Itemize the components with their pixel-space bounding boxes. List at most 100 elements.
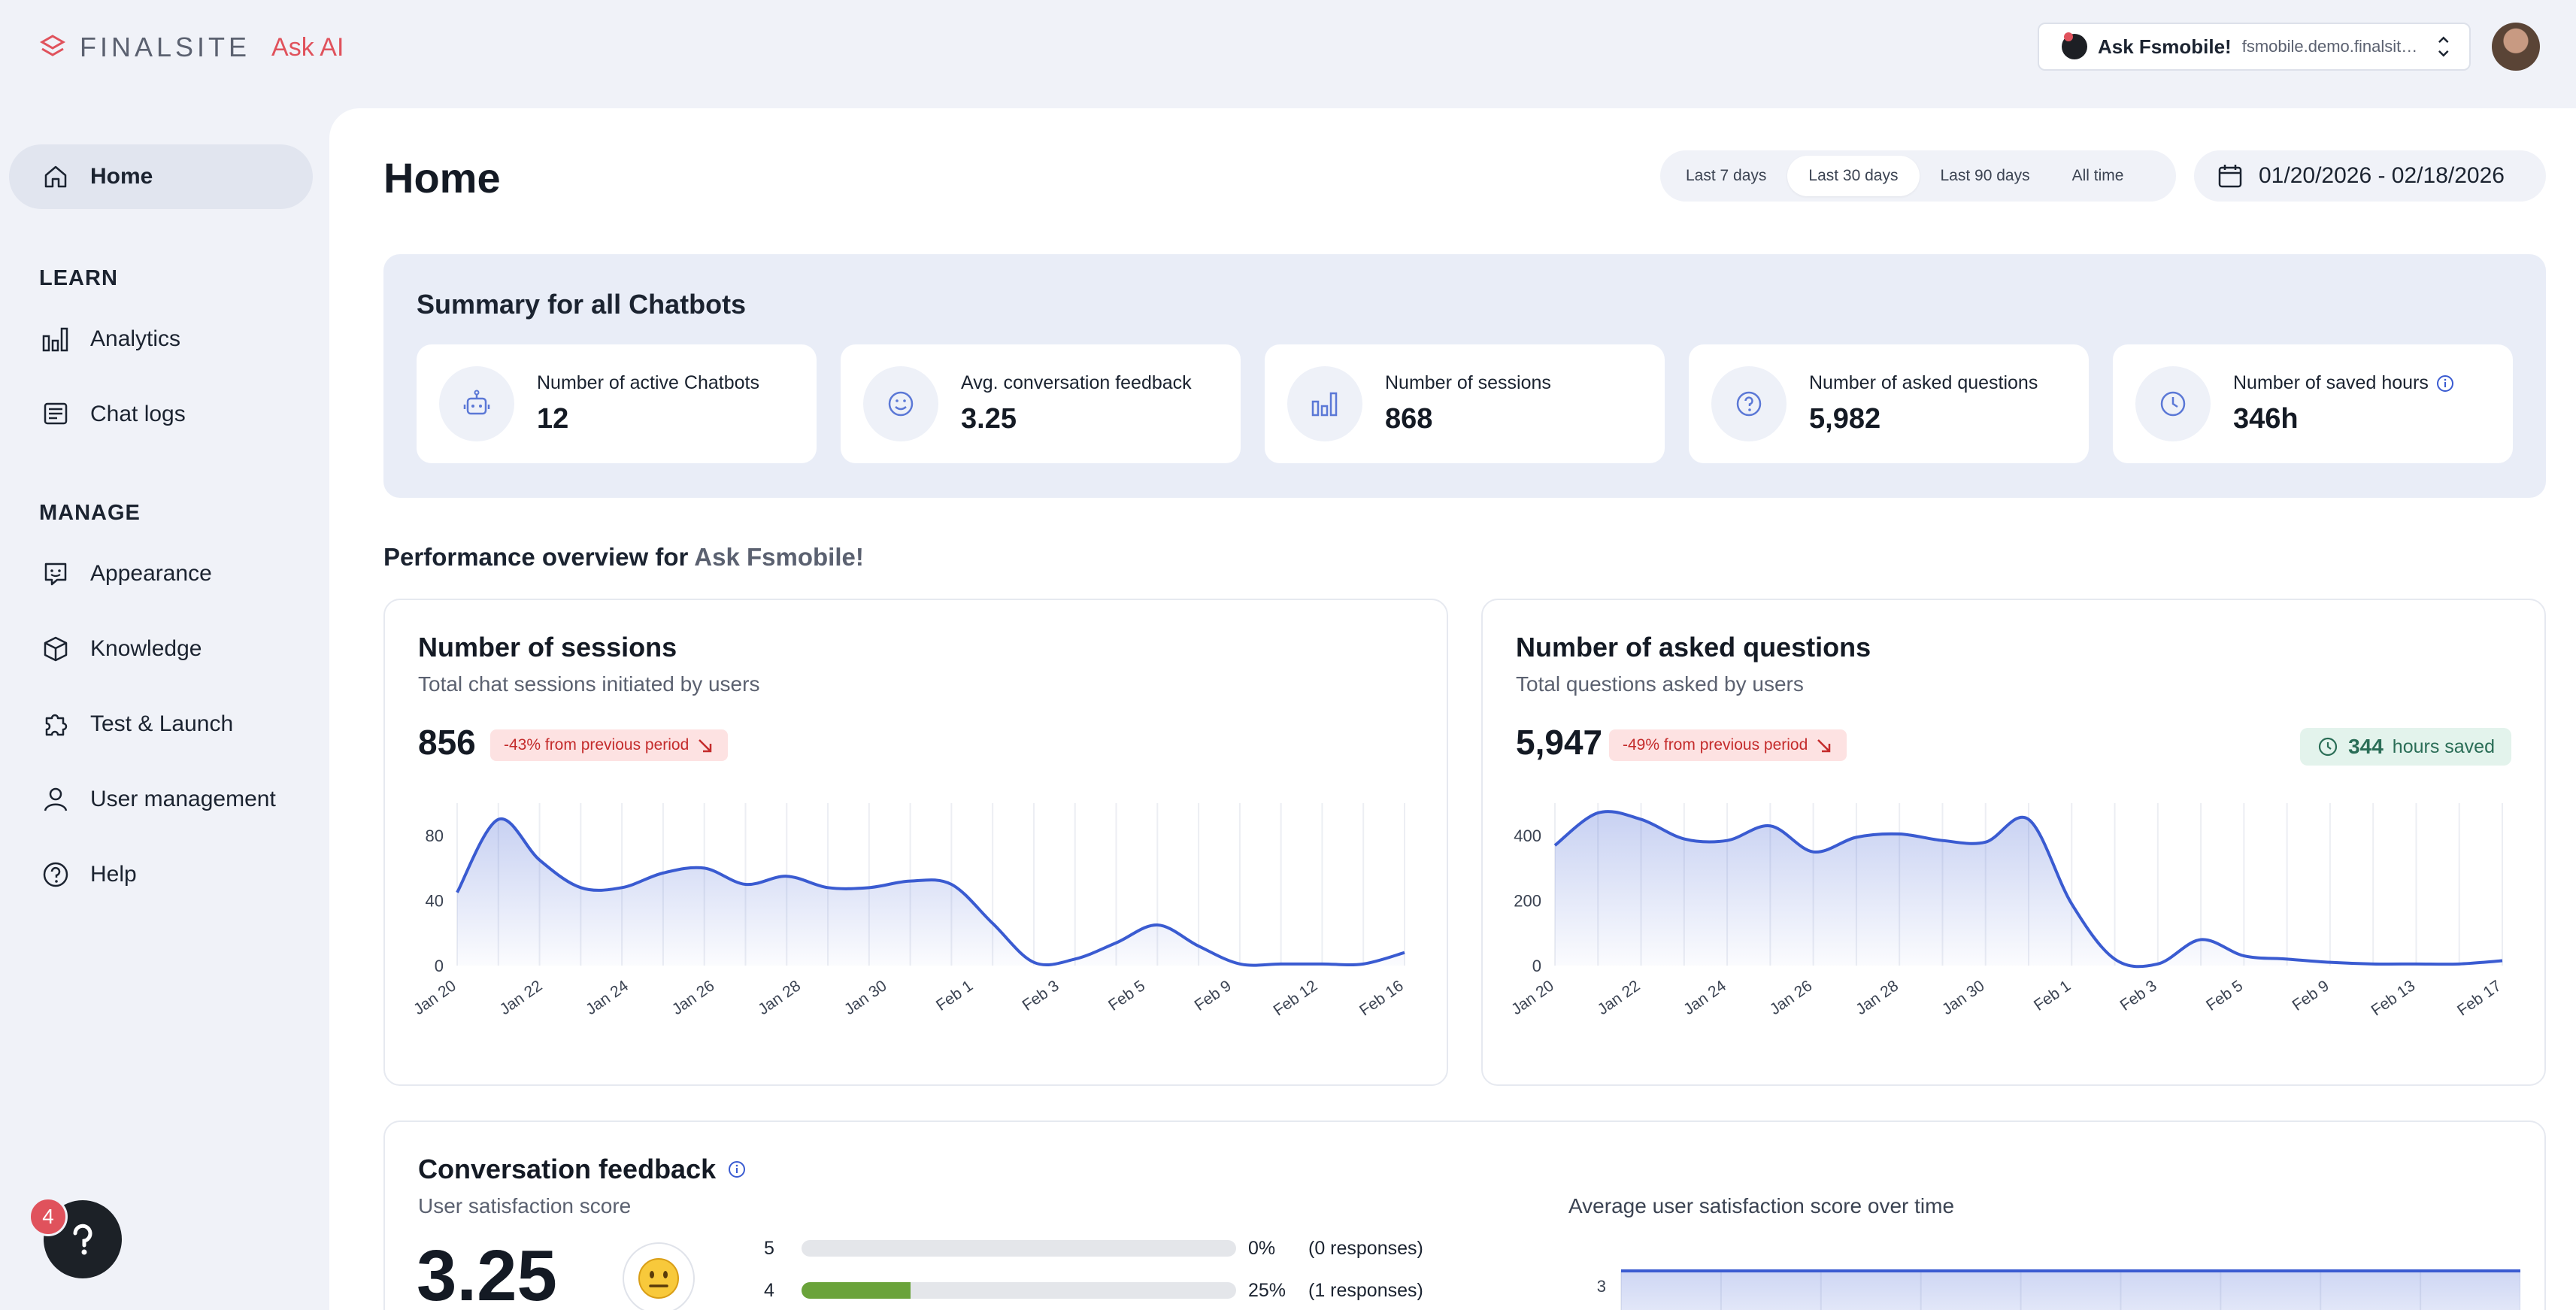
stat-label-text: Number of saved hours [2233, 372, 2429, 393]
appearance-icon [44, 563, 67, 586]
chatbot-name: Ask Fsmobile! [2098, 35, 2232, 58]
x-tick-label: Jan 28 [755, 977, 804, 1018]
questions-total: 5,947 [1516, 723, 1603, 762]
rating-label: 5 [764, 1237, 774, 1259]
chatbot-switcher[interactable]: Ask Fsmobile! fsmobile.demo.finalsite...… [2038, 23, 2471, 71]
x-tick-label: Jan 30 [841, 977, 890, 1018]
sidebar-item-user-management[interactable]: User management [9, 767, 313, 832]
series-area [1555, 811, 2502, 967]
tab-last-7-days[interactable]: Last 7 days [1686, 167, 1767, 184]
rating-row-4: 4 25% (1 responses) [764, 1275, 1423, 1305]
date-range-tabs: Last 7 days Last 30 days Last 90 days Al… [1660, 150, 2176, 202]
x-tick-label: Feb 3 [2117, 977, 2160, 1014]
satisfaction-over-time-title: Average user satisfaction score over tim… [1568, 1194, 1955, 1218]
user-avatar[interactable] [2492, 23, 2540, 71]
stat-card-active-chatbots: Number of active Chatbots 12 [417, 344, 817, 463]
conversation-feedback-card: Conversation feedback User satisfaction … [383, 1120, 2546, 1310]
puzzle-icon [45, 714, 68, 736]
sidebar-item-chat-logs[interactable]: Chat logs [9, 382, 313, 447]
y-tick-label: 40 [426, 892, 444, 911]
help-icon [43, 862, 68, 887]
satisfaction-score: 3.25 [417, 1236, 557, 1310]
y-tick-label: 80 [426, 826, 444, 845]
rating-responses: (0 responses) [1308, 1237, 1423, 1259]
sidebar-item-test-launch[interactable]: Test & Launch [9, 692, 313, 757]
x-tick-label: Feb 1 [933, 977, 976, 1014]
x-tick-label: Jan 26 [669, 977, 718, 1018]
hours-saved-value: 344 [2348, 735, 2384, 758]
questions-area-chart: 0 200 400 Jan 20 Jan 22 Jan 24 Jan 26 Jan 28 Jan… [1508, 803, 2505, 1020]
sidebar-item-appearance[interactable]: Appearance [9, 541, 313, 606]
clock-icon-wrap [2135, 366, 2211, 441]
y-tick-label: 0 [435, 957, 444, 975]
performance-title-prefix: Performance overview for [383, 543, 689, 571]
top-bar: FINALSITE Ask AI Ask Fsmobile! fsmobile.… [0, 0, 2576, 105]
chat-log-icon [44, 402, 68, 425]
question-icon [1736, 391, 1762, 417]
finalsite-logo-icon [39, 35, 66, 56]
stat-label: Number of active Chatbots [537, 372, 759, 393]
card-subtitle: Total questions asked by users [1516, 672, 1804, 696]
x-tick-label: Feb 1 [2031, 977, 2074, 1014]
tab-all-time[interactable]: All time [2071, 167, 2124, 184]
page-title: Home [383, 154, 501, 202]
feedback-subtitle: User satisfaction score [418, 1194, 632, 1218]
x-tick-label: Feb 9 [1192, 977, 1235, 1014]
rating-percent: 0% [1248, 1237, 1276, 1259]
x-tick-label: Feb 13 [2368, 977, 2419, 1019]
summary-title: Summary for all Chatbots [417, 289, 747, 320]
x-tick-label: Feb 9 [2290, 977, 2332, 1014]
sidebar-item-knowledge[interactable]: Knowledge [9, 617, 313, 681]
x-tick-label: Jan 24 [1680, 977, 1729, 1018]
satisfaction-line-chart: 3 [1597, 1269, 2520, 1310]
main-content: Home Last 7 days Last 30 days Last 90 da… [329, 108, 2576, 1310]
stat-label: Number of saved hours [2233, 372, 2454, 394]
smile-icon-wrap [863, 366, 938, 441]
brand-name: FINALSITE [80, 32, 251, 62]
delta-text: -49% from previous period [1623, 736, 1808, 754]
finalsite-logo[interactable]: FINALSITE Ask AI [39, 29, 344, 66]
clock-icon [2318, 737, 2338, 757]
y-tick-label: 0 [1532, 957, 1541, 975]
x-tick-label: Jan 26 [1767, 977, 1816, 1018]
bar-chart-icon-wrap [1287, 366, 1362, 441]
stat-value: 868 [1385, 403, 1433, 435]
y-tick-label: 400 [1514, 826, 1541, 845]
info-icon[interactable] [2436, 375, 2454, 393]
manage-section-title: MANAGE [39, 501, 141, 525]
x-tick-label: Jan 30 [1939, 977, 1988, 1018]
date-range-picker[interactable]: 01/20/2026 - 02/18/2026 [2194, 150, 2546, 202]
sidebar-item-label: User management [90, 787, 276, 811]
tab-last-30-days[interactable]: Last 30 days [1787, 156, 1920, 196]
sidebar-item-label: Appearance [90, 561, 212, 586]
hours-saved-badge: 344 hours saved [2300, 728, 2511, 766]
questions-chart-card: Number of asked questions Total question… [1481, 599, 2546, 1086]
feedback-title: Conversation feedback [418, 1154, 746, 1185]
card-title: Number of sessions [418, 632, 677, 663]
summary-panel: Summary for all Chatbots Number of activ… [383, 254, 2546, 498]
rating-bar [802, 1282, 1236, 1299]
sidebar-item-label: Knowledge [90, 636, 202, 661]
trend-down-icon [1817, 739, 1831, 753]
sidebar-item-analytics[interactable]: Analytics [9, 307, 313, 371]
bar-chart-icon [1311, 392, 1338, 417]
rating-row-5: 5 0% (0 responses) [764, 1233, 1423, 1263]
sidebar: Home LEARN Analytics Chat logs MANAGE Ap… [0, 105, 329, 1310]
stat-value: 3.25 [961, 403, 1017, 435]
rating-percent: 25% [1248, 1279, 1286, 1301]
clock-icon [2160, 391, 2186, 417]
x-tick-label: Feb 12 [1271, 977, 1321, 1019]
x-tick-label: Jan 28 [1853, 977, 1902, 1018]
performance-bot-name: Ask Fsmobile! [694, 543, 864, 571]
series-line [1553, 810, 2503, 969]
info-icon[interactable] [728, 1160, 746, 1178]
sidebar-item-home[interactable]: Home [9, 144, 313, 209]
sidebar-item-help[interactable]: Help [9, 842, 313, 907]
x-tick-label: Jan 20 [411, 977, 459, 1018]
stat-label: Number of sessions [1385, 372, 1551, 393]
tab-last-90-days[interactable]: Last 90 days [1940, 167, 2030, 184]
bot-icon [463, 390, 490, 415]
sidebar-item-label: Test & Launch [90, 711, 234, 736]
series-line [456, 817, 1405, 967]
y-tick-label: 3 [1597, 1277, 1606, 1296]
